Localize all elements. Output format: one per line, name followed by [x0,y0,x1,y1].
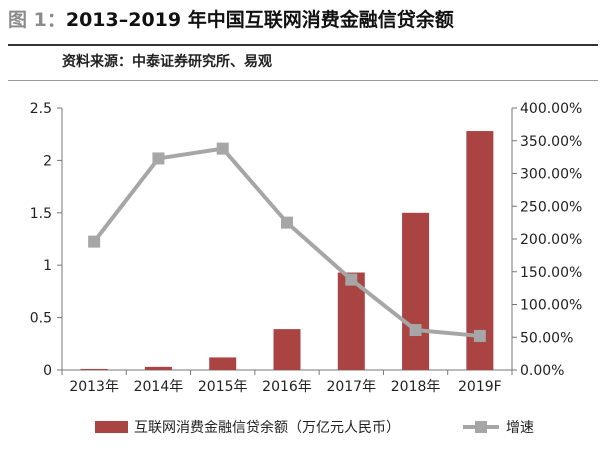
figure-label: 图 1： [8,9,66,31]
bar [402,212,430,370]
x-axis-tick-label: 2017年 [326,379,376,395]
legend-label-line: 增速 [506,420,534,436]
growth-point [281,216,293,229]
x-axis-tick-label: 2016年 [262,379,312,395]
left-axis-tick-label: 1.5 [30,206,52,222]
left-axis-tick-label: 0.5 [30,311,52,327]
left-axis-tick-label: 0 [43,363,52,379]
legend-label-bar: 互联网消费金融信贷余额（万亿元人民币） [134,419,400,436]
x-axis-tick-label: 2014年 [134,379,184,395]
growth-point [216,142,229,155]
right-axis-tick-label: 350.00% [520,134,582,150]
right-axis-tick-label: 250.00% [520,199,582,215]
left-axis-tick-label: 1 [43,258,52,274]
bar [273,329,301,370]
growth-point [152,152,165,165]
title-divider [8,44,598,46]
figure-title: 2013–2019 年中国互联网消费金融信贷余额 [65,9,454,31]
figure-title-row: 图 1：2013–2019 年中国互联网消费金融信贷余额 [8,6,598,34]
right-axis-tick-label: 200.00% [520,232,582,248]
figure-source: 资料来源：中泰证券研究所、易观 [62,54,272,70]
right-axis-tick-label: 0.00% [520,363,564,379]
legend-swatch-marker [475,421,487,433]
bar [80,368,108,370]
growth-point [345,273,358,286]
x-axis-tick-label: 2019F [458,379,502,395]
x-axis-tick-label: 2018年 [391,379,441,395]
figure-header: 图 1：2013–2019 年中国互联网消费金融信贷余额 [8,6,598,34]
right-axis-tick-label: 400.00% [520,101,582,117]
right-axis-tick-label: 150.00% [520,265,582,281]
left-axis-tick-label: 2.5 [30,101,52,117]
bar [209,357,237,370]
x-axis-tick-label: 2015年 [198,379,248,395]
growth-point [473,329,486,342]
right-axis-tick-label: 100.00% [520,298,582,314]
bar [144,366,172,370]
right-axis-tick-label: 300.00% [520,167,582,183]
chart: 0 0.5 1 1.5 2 2.5 0.00% 50.00% 100.00% 150.00% 200… [30,101,583,436]
x-axis-tick-label: 2013年 [69,379,119,395]
legend-swatch-bar [95,421,128,433]
growth-point [88,235,101,248]
right-axis-tick-label: 50.00% [520,330,573,346]
left-axis-tick-label: 2 [43,153,52,169]
growth-point [409,324,422,337]
source-divider [8,80,598,81]
